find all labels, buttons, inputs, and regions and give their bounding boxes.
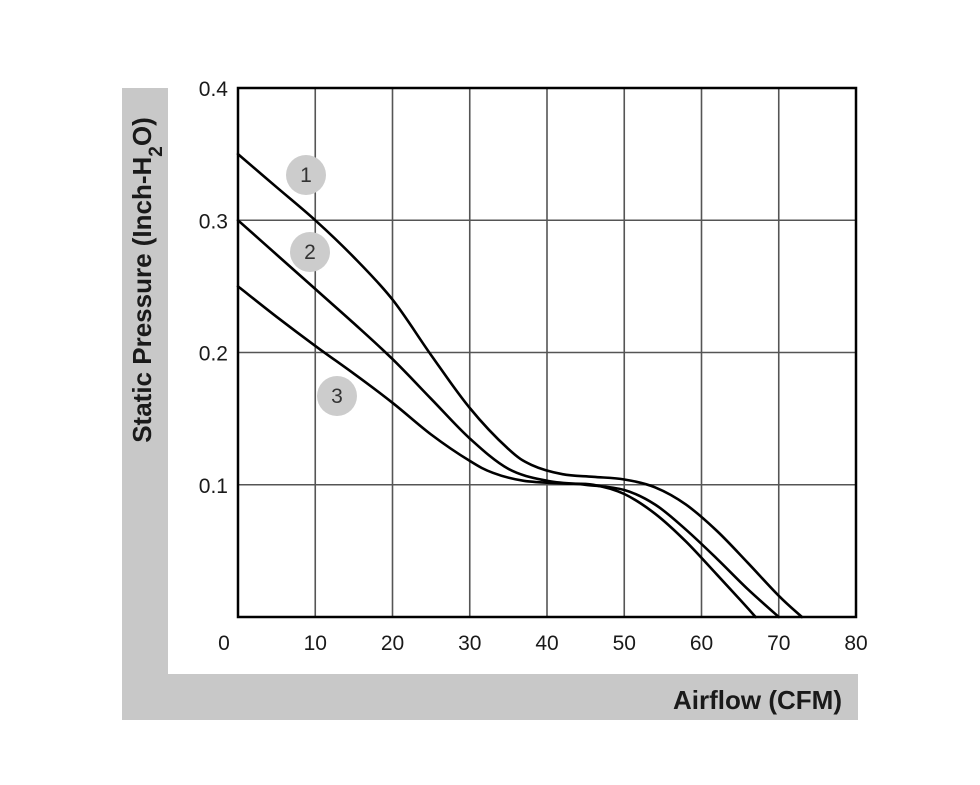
- y-tick-label: 0.1: [199, 475, 228, 498]
- y-axis-title: Static Pressure (Inch-H2O): [127, 117, 167, 443]
- series-marker-label-2: 2: [304, 241, 316, 264]
- y-tick-labels: 0.1 0.2 0.3 0.4: [199, 78, 229, 498]
- x-axis-title: Airflow (CFM): [673, 685, 842, 715]
- chart-frame: [122, 88, 858, 720]
- y-axis-title-suffix: O): [127, 117, 157, 146]
- x-tick-label: 80: [844, 632, 867, 655]
- x-tick-label: 40: [535, 632, 558, 655]
- x-tick-label: 60: [690, 632, 713, 655]
- series-marker-label-3: 3: [331, 385, 343, 408]
- series-marker-2: [290, 232, 330, 272]
- y-tick-label: 0.4: [199, 78, 229, 101]
- y-tick-label: 0.3: [199, 210, 228, 233]
- x-tick-label: 50: [613, 632, 636, 655]
- x-tick-label: 0: [218, 632, 230, 655]
- y-axis-title-subscript: 2: [146, 146, 167, 157]
- grid-lines: [238, 88, 856, 617]
- x-tick-label: 10: [304, 632, 327, 655]
- series-marker-3: [317, 376, 357, 416]
- series-markers: 1 2 3: [286, 155, 357, 416]
- x-tick-labels: 0 10 20 30 40 50 60 70 80: [218, 632, 868, 655]
- series-marker-label-1: 1: [300, 164, 312, 187]
- x-tick-label: 70: [767, 632, 790, 655]
- series-lines: [236, 152, 804, 619]
- series-line-1: [236, 152, 804, 619]
- series-line-3: [236, 285, 757, 619]
- x-tick-label: 20: [381, 632, 404, 655]
- series-marker-1: [286, 155, 326, 195]
- plot-border: [236, 86, 858, 619]
- y-tick-label: 0.2: [199, 343, 228, 366]
- series-line-2: [236, 219, 781, 619]
- x-tick-label: 30: [458, 632, 481, 655]
- y-axis-title-prefix: Static Pressure (Inch-H: [127, 157, 157, 443]
